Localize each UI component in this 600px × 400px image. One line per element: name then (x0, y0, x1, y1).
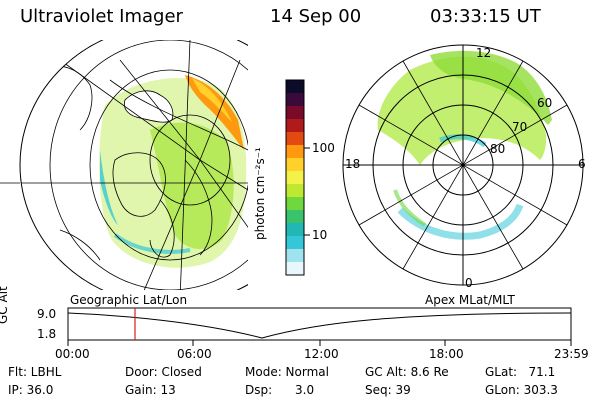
info-ip: IP: 36.0 (8, 383, 54, 397)
altitude-plot (67, 307, 572, 346)
xtick-1200: 12:00 (304, 347, 339, 361)
colorbar-band (286, 184, 304, 198)
xtick-1800: 18:00 (429, 347, 464, 361)
mlt-label-0: 0 (465, 276, 473, 290)
colorbar-label: photon cm⁻²s⁻¹ (253, 147, 267, 240)
colorbar-frame (285, 79, 305, 276)
colorbar-tick-100: 100 (312, 141, 335, 155)
altitude-ylabel: GC Alt (0, 286, 10, 324)
info-mode: Mode: Normal (245, 365, 329, 379)
xtick-0600: 06:00 (177, 347, 212, 361)
altitude-ytick-9: 9.0 (37, 307, 57, 321)
colorbar-band (286, 171, 304, 185)
mlt-label-6: 6 (578, 157, 586, 171)
colorbar (286, 80, 304, 276)
info-gcalt: GC Alt: 8.6 Re (365, 365, 449, 379)
colorbar-band (286, 236, 304, 250)
geographic-map (0, 40, 248, 290)
info-seq: Seq: 39 (365, 383, 411, 397)
lat-label-70: 70 (512, 120, 528, 134)
colorbar-band (286, 119, 304, 133)
instrument-title: Ultraviolet Imager (20, 6, 183, 27)
info-glon: GLon: 303.3 (485, 383, 558, 397)
mlt-label-12: 12 (476, 46, 492, 60)
colorbar-band (286, 106, 304, 120)
xtick-2359: 23:59 (554, 347, 589, 361)
apex-label: Apex MLat/MLT (425, 293, 515, 307)
colorbar-band (286, 158, 304, 172)
colorbar-band (286, 249, 304, 263)
colorbar-band (286, 93, 304, 107)
lat-label-60: 60 (537, 96, 553, 110)
info-flt: Flt: LBHL (8, 365, 62, 379)
colorbar-band (286, 145, 304, 159)
colorbar-band (286, 197, 304, 211)
geographic-label: Geographic Lat/Lon (70, 293, 188, 307)
info-door: Door: Closed (125, 365, 202, 379)
colorbar-band (286, 210, 304, 224)
mlt-label-18: 18 (345, 157, 361, 171)
time-label: 03:33:15 UT (430, 6, 541, 27)
info-gain: Gain: 13 (125, 383, 176, 397)
colorbar-band (286, 132, 304, 146)
altitude-ytick-1.8: 1.8 (37, 327, 57, 341)
colorbar-band (286, 223, 304, 237)
date-label: 14 Sep 00 (270, 6, 362, 27)
colorbar-band (286, 80, 304, 94)
info-dsp: Dsp: 3.0 (245, 383, 315, 397)
polar-plot (342, 44, 584, 286)
info-glat: GLat: 71.1 (485, 365, 556, 379)
lat-label-80: 80 (490, 142, 506, 156)
colorbar-tick-10: 10 (312, 228, 328, 242)
xtick-0000: 00:00 (55, 347, 90, 361)
colorbar-band (286, 262, 304, 276)
